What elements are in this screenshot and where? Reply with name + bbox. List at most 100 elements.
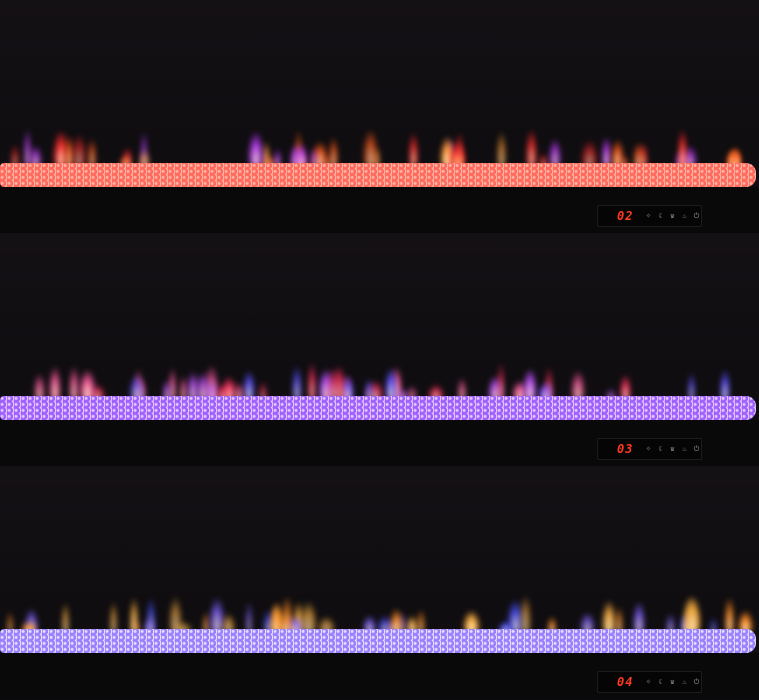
control-bar: 03 ☼ ☾ ♛ ♨ ⏻: [0, 420, 759, 466]
flame: [242, 371, 256, 400]
flame: [88, 139, 96, 167]
flame: [247, 131, 264, 167]
flame: [132, 619, 139, 633]
flame: [245, 602, 253, 633]
flame: [293, 144, 309, 167]
flame: [271, 604, 283, 633]
flame: [396, 388, 409, 400]
flame: [462, 611, 481, 633]
flame: [222, 614, 235, 633]
flame: [632, 601, 646, 633]
flame: [720, 369, 731, 400]
flame: [385, 368, 398, 400]
flame: [601, 600, 616, 633]
flame: [327, 368, 341, 400]
flames: [0, 0, 759, 170]
flame: [174, 621, 192, 633]
flame: [69, 367, 80, 400]
flame: [409, 132, 419, 167]
flame: [710, 618, 717, 633]
light-icon[interactable]: ☼: [646, 444, 651, 453]
flame: [724, 598, 735, 633]
flame: [666, 613, 676, 633]
flame: [162, 380, 171, 400]
flame: [605, 388, 617, 400]
power-icon[interactable]: ⏻: [693, 677, 700, 686]
flame: [20, 621, 38, 633]
heat-icon[interactable]: ♨: [682, 211, 687, 220]
flame: [548, 617, 556, 633]
flame: [273, 148, 282, 167]
flames: [0, 233, 759, 403]
flame: [299, 601, 318, 633]
heat-icon[interactable]: ♨: [682, 677, 687, 686]
flame: [140, 132, 147, 167]
flame: [541, 380, 554, 400]
flame: [549, 138, 561, 167]
flame: [79, 369, 97, 400]
flame: [263, 155, 277, 167]
fireplace-panel-3: 04 ☼ ☾ ♛ ♨ ⏻: [0, 466, 759, 699]
flame: [364, 378, 373, 400]
flame: [310, 148, 317, 167]
flame: [186, 372, 199, 400]
flame: [738, 611, 754, 633]
flame: [602, 136, 611, 167]
flame: [23, 129, 32, 167]
timer-icon[interactable]: ☾: [658, 677, 663, 686]
flame: [195, 373, 211, 400]
fireplace-panel-1: 02 ☼ ☾ ♛ ♨ ⏻: [0, 0, 759, 233]
flame: [619, 156, 629, 167]
flame-icon[interactable]: ♛: [670, 677, 675, 686]
flame: [168, 368, 177, 400]
flame: [614, 606, 623, 633]
control-panel: 04 ☼ ☾ ♛ ♨ ⏻: [597, 671, 702, 693]
power-icon[interactable]: ⏻: [693, 444, 700, 453]
flame: [496, 132, 507, 167]
ember-bed: [0, 163, 756, 187]
flame: [128, 375, 145, 400]
control-panel: 03 ☼ ☾ ♛ ♨ ⏻: [597, 438, 702, 460]
flame: [620, 374, 632, 400]
flame: [677, 129, 687, 167]
flame: [452, 153, 463, 167]
flame: [29, 146, 42, 167]
flame: [6, 611, 14, 633]
flame: [417, 610, 426, 633]
flame: [130, 598, 138, 633]
flame: [33, 374, 46, 400]
flame: [233, 383, 245, 400]
flame-icon[interactable]: ♛: [670, 211, 675, 220]
flame: [217, 384, 228, 400]
flame: [276, 613, 295, 633]
flame: [323, 153, 331, 167]
flame: [362, 129, 379, 167]
light-icon[interactable]: ☼: [646, 211, 651, 220]
flame: [259, 382, 268, 400]
flame: [202, 611, 210, 633]
flame: [180, 375, 187, 400]
light-icon[interactable]: ☼: [646, 677, 651, 686]
flame: [688, 373, 696, 400]
flame: [538, 154, 548, 167]
flame: [406, 385, 418, 400]
flames: [0, 466, 759, 636]
flame: [10, 144, 20, 167]
flame: [71, 134, 87, 167]
timer-icon[interactable]: ☾: [658, 444, 663, 453]
flame: [110, 601, 117, 633]
flame: [580, 140, 598, 167]
flame-icon[interactable]: ♛: [670, 444, 675, 453]
power-icon[interactable]: ⏻: [693, 211, 700, 220]
flame: [501, 620, 509, 633]
heat-icon[interactable]: ♨: [682, 444, 687, 453]
flame: [497, 363, 505, 400]
flame: [329, 137, 338, 167]
flame: [208, 380, 219, 400]
flame: [633, 142, 645, 167]
flame: [570, 370, 585, 400]
led-display: 04: [617, 675, 634, 689]
timer-icon[interactable]: ☾: [658, 211, 663, 220]
led-display: 02: [617, 209, 634, 223]
control-bar: 04 ☼ ☾ ♛ ♨ ⏻: [0, 653, 759, 699]
